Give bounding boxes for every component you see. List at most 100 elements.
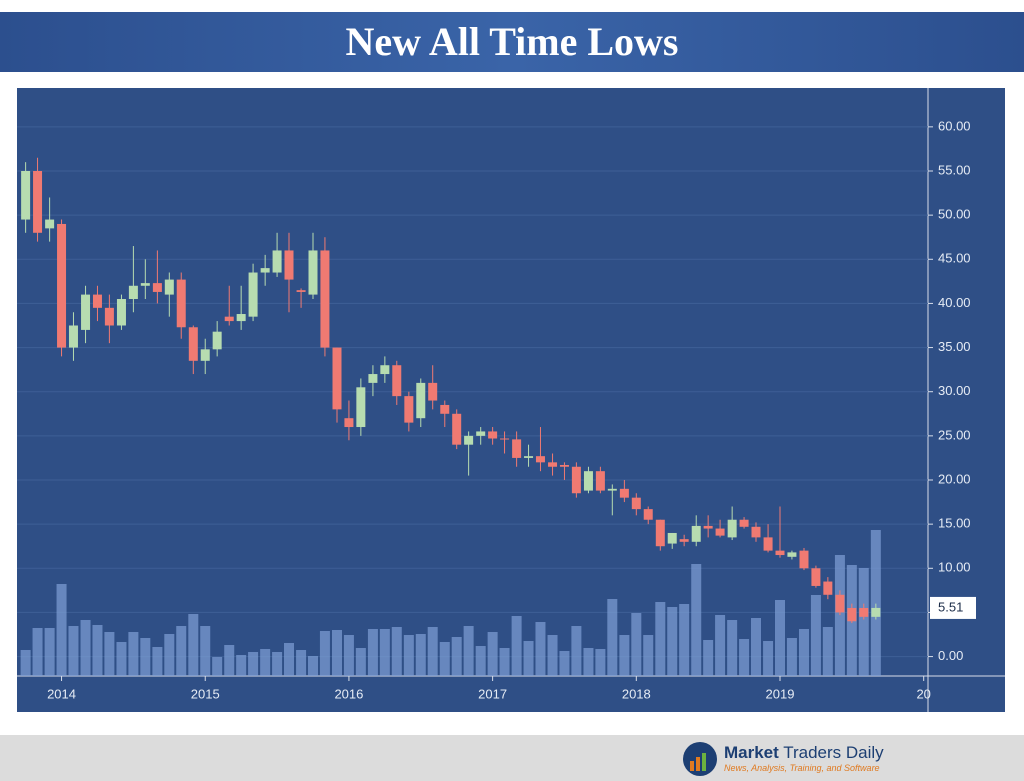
candle-body — [33, 170, 43, 233]
volume-bar — [284, 643, 295, 676]
volume-bar — [212, 657, 223, 676]
candle-body — [440, 404, 450, 414]
volume-bar — [643, 635, 654, 676]
candle-body — [871, 607, 881, 617]
candle-body — [236, 314, 246, 322]
candle-body — [45, 219, 55, 229]
candle-body — [248, 272, 258, 317]
candle-body — [81, 294, 91, 330]
volume-bar — [92, 625, 103, 676]
candle-body — [188, 327, 198, 361]
x-tick-label: 2016 — [334, 686, 363, 701]
volume-bar — [739, 639, 750, 676]
volume-bar — [319, 631, 330, 676]
page-title: New All Time Lows — [345, 19, 679, 64]
candle-body — [739, 519, 749, 527]
volume-bar — [260, 649, 271, 676]
y-tick-label: 0.00 — [938, 648, 963, 663]
candle-body — [631, 497, 641, 510]
volume-bar — [703, 640, 714, 676]
volume-bar — [523, 641, 534, 676]
candle-body — [116, 299, 126, 326]
y-tick-label: 55.00 — [938, 162, 971, 177]
volume-bar — [463, 626, 474, 676]
candle-body — [332, 347, 342, 410]
volume-bar — [691, 564, 702, 676]
candle-body — [775, 550, 785, 556]
tagline: News, Analysis, Training, and Software — [724, 763, 880, 773]
candle-body — [452, 413, 462, 445]
last-price-label: 5.51 — [938, 599, 963, 614]
candle-body — [655, 519, 665, 547]
volume-bar — [475, 646, 486, 676]
volume-bar — [176, 626, 187, 676]
volume-bar — [834, 555, 845, 676]
candle-body — [57, 223, 67, 348]
volume-bar — [116, 642, 127, 676]
y-tick-label: 35.00 — [938, 339, 971, 354]
volume-bar — [547, 635, 558, 676]
y-tick-label: 60.00 — [938, 118, 971, 133]
volume-bar — [535, 622, 546, 676]
volume-bar — [391, 627, 402, 676]
volume-bar — [786, 638, 797, 676]
brand: Market Traders Daily — [724, 743, 884, 763]
candle-body — [811, 568, 821, 586]
candle-body — [715, 528, 725, 536]
y-tick-label: 50.00 — [938, 207, 971, 222]
volume-bar — [595, 649, 606, 676]
volume-bar — [798, 629, 809, 676]
volume-bar — [822, 627, 833, 676]
brand-rest: Traders Daily — [783, 743, 884, 762]
candle-body — [464, 435, 474, 445]
volume-bar — [32, 628, 43, 676]
candle-body — [476, 431, 486, 436]
candle-body — [799, 550, 809, 569]
volume-bar — [296, 650, 307, 676]
volume-bar — [607, 599, 618, 676]
volume-bar — [343, 635, 354, 676]
candle-body — [260, 268, 270, 273]
volume-bar — [331, 630, 342, 676]
candle-body — [92, 294, 102, 308]
candle-body — [679, 539, 689, 542]
candle-body — [272, 250, 282, 273]
volume-bar — [511, 616, 522, 676]
volume-bar — [379, 629, 390, 676]
candle-body — [667, 532, 677, 544]
candle-body — [727, 519, 737, 538]
y-tick-label: 30.00 — [938, 383, 971, 398]
volume-bar — [559, 651, 570, 676]
candle-body — [535, 456, 545, 463]
volume-bar — [200, 626, 211, 676]
candle-body — [571, 466, 581, 494]
volume-bar — [308, 656, 319, 676]
candle-body — [368, 374, 378, 383]
x-tick-label: 2019 — [766, 686, 795, 701]
header: New All Time Lows — [0, 12, 1024, 72]
y-tick-label: 20.00 — [938, 471, 971, 486]
volume-bar — [68, 626, 79, 676]
volume-bar — [715, 615, 726, 676]
candle-body — [68, 325, 78, 348]
brand-bold: Market — [724, 743, 779, 762]
candle-body — [512, 439, 522, 458]
candle-body — [284, 250, 294, 280]
candle-body — [643, 509, 653, 520]
candle-body — [488, 431, 498, 439]
volume-bar — [667, 607, 678, 676]
candle-body — [607, 488, 617, 491]
candle-body — [176, 279, 186, 328]
candle-body — [859, 608, 869, 617]
volume-bar — [870, 530, 881, 676]
footer: Market Traders Daily News, Analysis, Tra… — [0, 735, 1024, 781]
volume-bar — [774, 600, 785, 676]
candle-body — [104, 307, 114, 326]
volume-bar — [355, 648, 366, 676]
candle-body — [200, 349, 210, 361]
volume-bar — [751, 618, 762, 676]
y-tick-label: 25.00 — [938, 427, 971, 442]
candle-body — [344, 418, 354, 428]
x-tick-label: 2014 — [47, 686, 76, 701]
volume-bar — [403, 635, 414, 676]
